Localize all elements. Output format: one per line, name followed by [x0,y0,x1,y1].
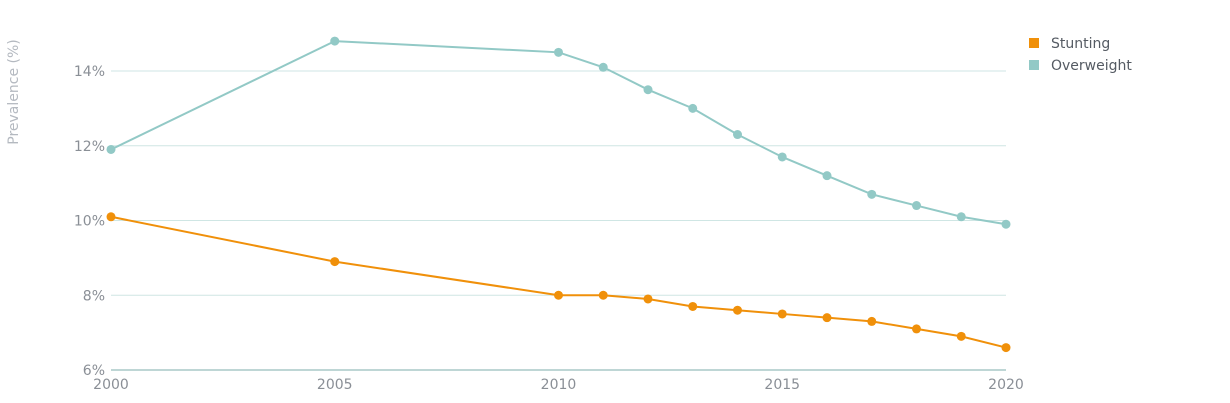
data-point[interactable] [106,212,116,222]
x-tick-label: 2000 [93,377,129,393]
legend: Stunting Overweight [1029,36,1132,74]
legend-item[interactable]: Overweight [1029,58,1132,74]
data-point[interactable] [598,62,608,72]
data-point[interactable] [777,152,787,162]
x-tick-label: 2005 [317,377,353,393]
legend-item[interactable]: Stunting [1029,36,1110,52]
series-overweight [106,36,1011,229]
series-line [110,215,1007,349]
data-point[interactable] [956,331,966,341]
data-point[interactable] [733,305,742,315]
y-tick-label: 12% [74,139,105,155]
series-stunting [106,212,1011,353]
legend-label: Overweight [1051,58,1132,74]
data-point[interactable] [330,36,340,46]
data-point[interactable] [867,316,877,326]
data-point[interactable] [598,290,608,300]
legend-label: Stunting [1051,36,1110,52]
data-point[interactable] [867,189,877,199]
x-tick-label: 2015 [764,377,800,393]
data-point[interactable] [1001,343,1011,353]
y-tick-label: 10% [74,214,105,230]
x-axis-ticks: 2000 2005 2010 2015 2020 [93,377,1024,393]
x-tick-label: 2020 [988,377,1024,393]
data-point[interactable] [688,301,698,311]
legend-swatch [1029,60,1039,70]
data-point[interactable] [554,47,563,57]
data-point[interactable] [733,130,742,140]
y-tick-label: 6% [83,363,105,379]
data-point[interactable] [1001,219,1011,229]
legend-swatch [1029,38,1039,48]
y-tick-label: 8% [83,288,105,304]
data-point[interactable] [643,294,653,304]
y-axis-ticks: 6% 8% 10% 12% 14% [74,64,105,379]
data-point[interactable] [330,257,340,267]
y-tick-label: 14% [74,64,105,80]
data-point[interactable] [688,103,698,113]
data-point[interactable] [106,144,116,154]
data-point[interactable] [554,290,563,300]
data-point[interactable] [777,309,787,319]
series-group [106,36,1011,353]
data-point[interactable] [822,313,832,323]
y-axis-label: Prevalence (%) [6,39,22,145]
data-point[interactable] [956,212,966,222]
data-point[interactable] [912,324,921,334]
data-point[interactable] [912,201,921,211]
data-point[interactable] [643,85,653,95]
x-tick-label: 2010 [541,377,577,393]
data-point[interactable] [822,171,832,181]
grid-lines [111,70,1006,296]
